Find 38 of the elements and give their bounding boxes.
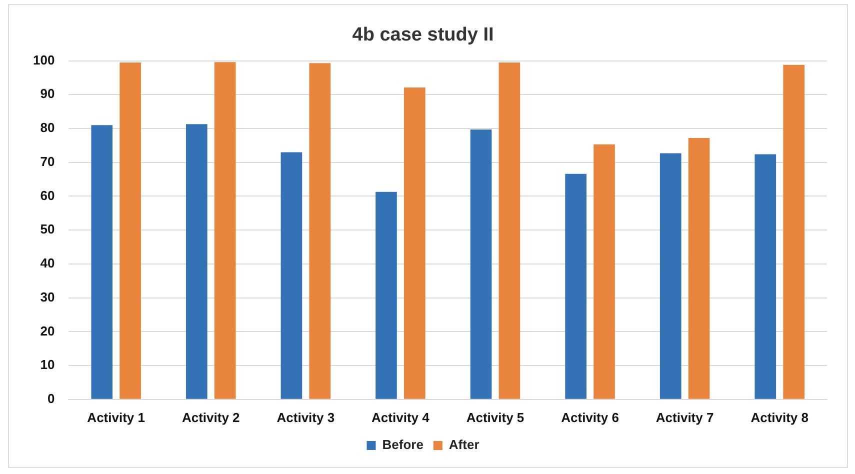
x-tick-label: Activity 2 bbox=[182, 410, 240, 425]
bar bbox=[594, 144, 615, 399]
bar bbox=[565, 174, 586, 399]
bar bbox=[498, 62, 520, 399]
legend-label: After bbox=[448, 437, 480, 452]
x-tick-label: Activity 3 bbox=[276, 410, 335, 425]
bar bbox=[376, 192, 397, 399]
y-tick-label: 70 bbox=[40, 154, 55, 169]
bar bbox=[120, 62, 141, 399]
bar bbox=[404, 88, 426, 399]
x-tick-label: Activity 7 bbox=[656, 410, 714, 425]
x-tick-label: Activity 5 bbox=[466, 410, 524, 425]
chart-title: 4b case study II bbox=[352, 24, 494, 46]
bar bbox=[280, 152, 302, 399]
bar bbox=[470, 130, 492, 399]
bar bbox=[754, 154, 776, 399]
x-tick-label: Activity 6 bbox=[561, 410, 619, 425]
y-tick-label: 60 bbox=[40, 188, 55, 203]
bar bbox=[186, 124, 208, 399]
x-tick-label: Activity 1 bbox=[87, 410, 145, 425]
bar bbox=[214, 62, 236, 399]
bar bbox=[309, 63, 331, 399]
bar bbox=[91, 125, 113, 399]
y-tick-label: 90 bbox=[40, 86, 55, 102]
y-tick-label: 30 bbox=[40, 289, 55, 304]
x-tick-label: Activity 8 bbox=[750, 410, 809, 425]
y-tick-label: 100 bbox=[32, 52, 55, 68]
bar bbox=[783, 64, 804, 399]
bar bbox=[660, 153, 682, 399]
y-tick-label: 10 bbox=[40, 357, 55, 372]
y-tick-label: 80 bbox=[40, 120, 55, 136]
y-tick-label: 0 bbox=[47, 390, 55, 406]
y-tick-label: 50 bbox=[40, 222, 55, 237]
y-tick-label: 20 bbox=[40, 323, 55, 338]
bar bbox=[688, 138, 710, 399]
x-tick-label: Activity 4 bbox=[372, 410, 430, 425]
y-tick-label: 40 bbox=[40, 256, 55, 271]
legend-label: Before bbox=[382, 437, 424, 452]
